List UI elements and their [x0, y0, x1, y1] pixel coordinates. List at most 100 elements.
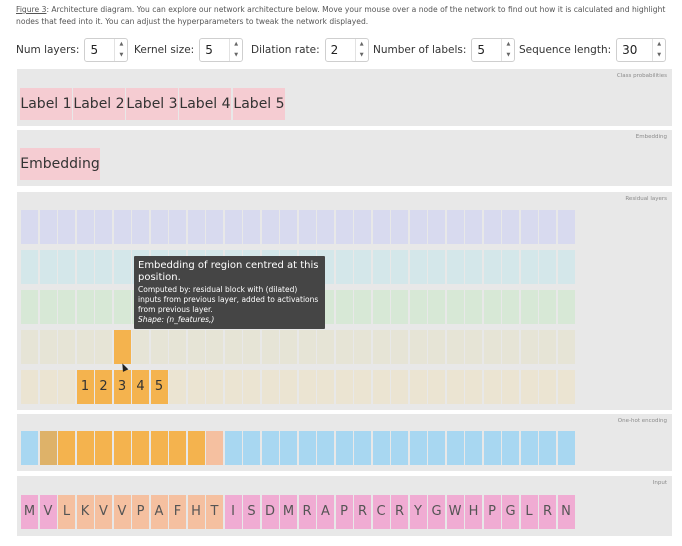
one-hot-node[interactable]: [39, 431, 57, 465]
residual-node[interactable]: [557, 330, 575, 364]
residual-node[interactable]: [409, 250, 427, 284]
residual-node[interactable]: [557, 210, 575, 244]
input-residue[interactable]: G: [502, 495, 519, 529]
residual-node[interactable]: [21, 250, 38, 284]
residual-node[interactable]: [95, 210, 112, 244]
label-node-4[interactable]: Label 4: [179, 88, 231, 120]
dilation-rate-down-icon[interactable]: ▼: [359, 52, 364, 58]
dilation-rate-value[interactable]: 2: [330, 43, 339, 57]
residual-node[interactable]: [224, 210, 242, 244]
residual-node[interactable]: [95, 290, 112, 324]
one-hot-node[interactable]: [428, 431, 445, 465]
residual-node[interactable]: [557, 250, 575, 284]
one-hot-node[interactable]: [95, 431, 112, 465]
kernel-size-down-icon[interactable]: ▼: [234, 52, 239, 58]
residual-node[interactable]: [113, 330, 131, 364]
residual-node[interactable]: 3: [113, 370, 131, 404]
one-hot-node[interactable]: [539, 431, 556, 465]
residual-node[interactable]: [539, 210, 556, 244]
residual-node[interactable]: [187, 330, 205, 364]
input-residue[interactable]: M: [280, 495, 297, 529]
sequence-length-up-icon[interactable]: ▲: [657, 41, 662, 47]
residual-node[interactable]: [428, 250, 445, 284]
residual-node[interactable]: [58, 370, 75, 404]
one-hot-node[interactable]: [317, 431, 334, 465]
residual-node[interactable]: [21, 330, 38, 364]
input-residue[interactable]: P: [483, 495, 501, 529]
input-residue[interactable]: P: [335, 495, 353, 529]
residual-node[interactable]: [39, 210, 57, 244]
residual-node[interactable]: [335, 330, 353, 364]
one-hot-node[interactable]: [261, 431, 279, 465]
residual-node[interactable]: [483, 250, 501, 284]
residual-node[interactable]: [502, 330, 519, 364]
sequence-length-value[interactable]: 30: [622, 43, 638, 57]
residual-node[interactable]: 1: [76, 370, 94, 404]
one-hot-node[interactable]: [187, 431, 205, 465]
residual-node[interactable]: [58, 330, 75, 364]
one-hot-node[interactable]: [206, 431, 223, 465]
residual-node[interactable]: [409, 290, 427, 324]
input-residue[interactable]: L: [520, 495, 538, 529]
input-residue[interactable]: W: [446, 495, 464, 529]
residual-node[interactable]: [95, 250, 112, 284]
input-residue[interactable]: A: [317, 495, 334, 529]
residual-node[interactable]: [187, 210, 205, 244]
residual-node[interactable]: [317, 210, 334, 244]
residual-node[interactable]: [539, 370, 556, 404]
residual-node[interactable]: [298, 210, 316, 244]
input-residue[interactable]: I: [224, 495, 242, 529]
residual-node[interactable]: [132, 210, 149, 244]
input-residue[interactable]: C: [372, 495, 390, 529]
residual-node[interactable]: [335, 290, 353, 324]
residual-node[interactable]: [409, 370, 427, 404]
label-node-3[interactable]: Label 3: [126, 88, 178, 120]
residual-node[interactable]: [335, 370, 353, 404]
residual-node[interactable]: [409, 210, 427, 244]
residual-node[interactable]: [187, 370, 205, 404]
num-labels-input[interactable]: 5 ▲ ▼: [471, 38, 516, 62]
residual-node[interactable]: [446, 210, 464, 244]
one-hot-node[interactable]: [465, 431, 482, 465]
one-hot-node[interactable]: [409, 431, 427, 465]
residual-node[interactable]: [428, 330, 445, 364]
residual-node[interactable]: [465, 330, 482, 364]
one-hot-node[interactable]: [372, 431, 390, 465]
residual-node[interactable]: [372, 210, 390, 244]
one-hot-node[interactable]: [150, 431, 168, 465]
input-residue[interactable]: F: [169, 495, 186, 529]
input-residue[interactable]: G: [428, 495, 445, 529]
residual-node[interactable]: [557, 290, 575, 324]
one-hot-node[interactable]: [520, 431, 538, 465]
residual-node[interactable]: [391, 370, 408, 404]
input-residue[interactable]: P: [132, 495, 149, 529]
one-hot-node[interactable]: [335, 431, 353, 465]
residual-node[interactable]: [243, 370, 260, 404]
residual-node[interactable]: [58, 290, 75, 324]
residual-node[interactable]: [372, 250, 390, 284]
residual-node[interactable]: [502, 370, 519, 404]
residual-node[interactable]: [39, 330, 57, 364]
residual-node[interactable]: [465, 290, 482, 324]
residual-node[interactable]: [465, 370, 482, 404]
residual-node[interactable]: [428, 290, 445, 324]
residual-node[interactable]: [520, 210, 538, 244]
residual-node[interactable]: [224, 370, 242, 404]
input-residue[interactable]: L: [58, 495, 75, 529]
residual-node[interactable]: [317, 370, 334, 404]
one-hot-node[interactable]: [58, 431, 75, 465]
residual-node[interactable]: [76, 330, 94, 364]
residual-node[interactable]: [520, 330, 538, 364]
residual-node[interactable]: [224, 330, 242, 364]
one-hot-node[interactable]: [502, 431, 519, 465]
input-residue[interactable]: Y: [409, 495, 427, 529]
residual-node[interactable]: [58, 250, 75, 284]
residual-node[interactable]: [446, 370, 464, 404]
residual-node[interactable]: [520, 370, 538, 404]
num-layers-up-icon[interactable]: ▲: [119, 41, 124, 47]
input-residue[interactable]: R: [298, 495, 316, 529]
one-hot-node[interactable]: [169, 431, 186, 465]
residual-node[interactable]: [483, 370, 501, 404]
residual-node[interactable]: [409, 330, 427, 364]
residual-node[interactable]: [39, 250, 57, 284]
